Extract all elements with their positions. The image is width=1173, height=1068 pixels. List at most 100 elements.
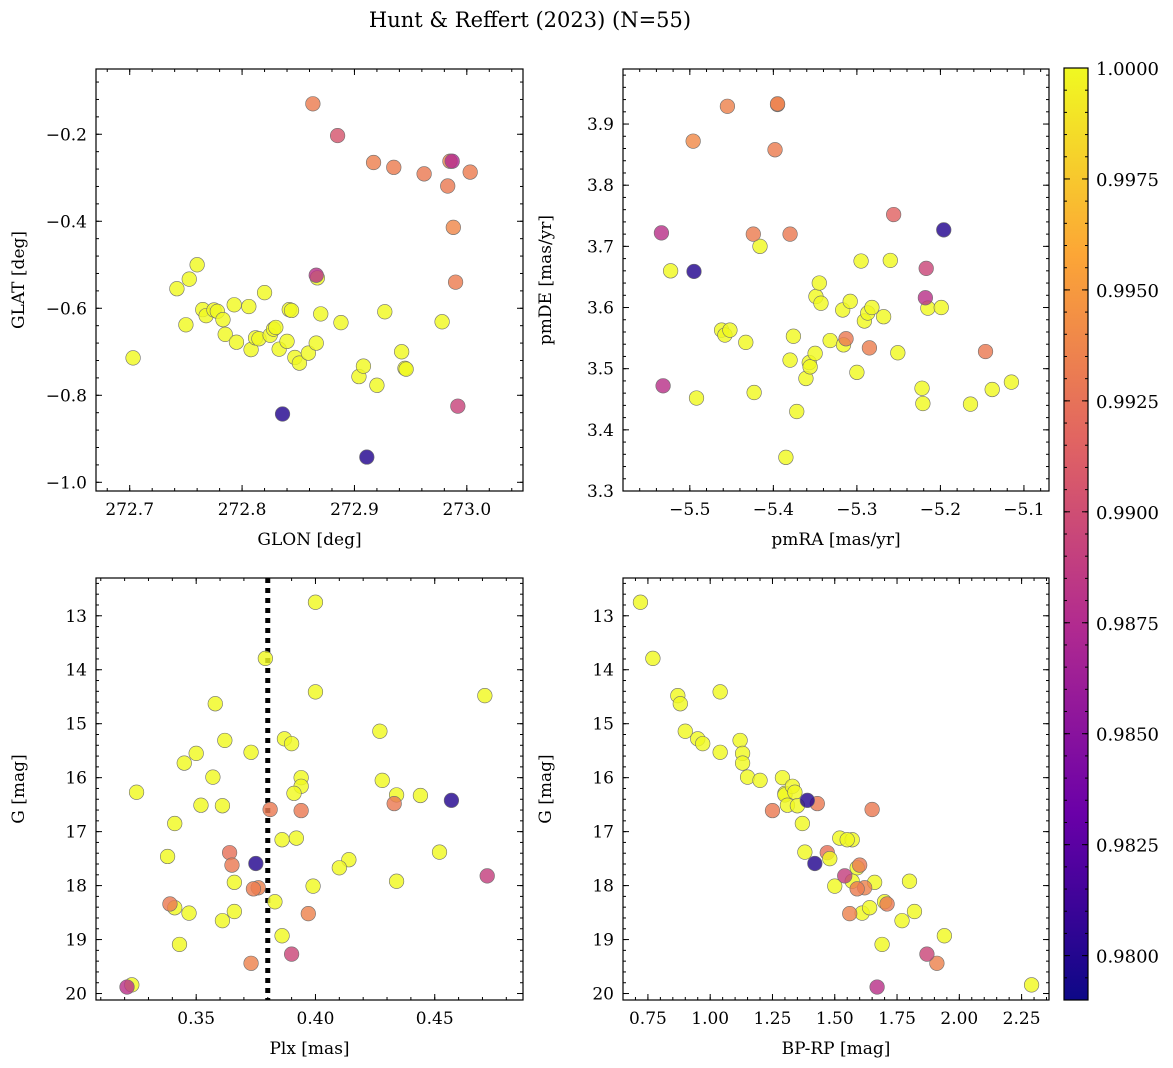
data-point bbox=[308, 335, 324, 351]
data-point bbox=[257, 650, 273, 667]
data-point bbox=[962, 396, 979, 412]
y-tick-label: 15 bbox=[65, 715, 87, 735]
data-point bbox=[372, 723, 388, 739]
data-point bbox=[752, 238, 768, 254]
data-point bbox=[377, 304, 393, 320]
data-point bbox=[355, 358, 372, 374]
y-tick-label: −0.6 bbox=[46, 299, 87, 319]
data-point bbox=[789, 403, 805, 420]
data-point bbox=[811, 275, 827, 291]
data-point bbox=[228, 334, 245, 350]
y-tick-label: 19 bbox=[65, 931, 87, 951]
data-point bbox=[685, 133, 701, 149]
data-point bbox=[293, 802, 309, 819]
panel-pmra-pmde: −5.5 −5.4 −5.3 −5.2 −5.1 3.3 3.4 3.5 3.6 3.7 3.8 3.… bbox=[536, 68, 1050, 550]
data-point bbox=[274, 928, 290, 944]
data-point bbox=[672, 696, 688, 712]
colorbar-tick-label: 0.9850 bbox=[1096, 725, 1159, 746]
data-point bbox=[882, 252, 898, 269]
x-tick-label: −5.4 bbox=[753, 500, 794, 520]
data-point bbox=[307, 594, 324, 610]
data-point bbox=[307, 684, 324, 700]
data-point bbox=[695, 736, 711, 752]
scatter-panels: 272.7 272.8 272.9 273.0 −1.0 −0.8 −0.6 −0.4 −0.2… bbox=[9, 68, 1050, 1059]
data-point bbox=[827, 878, 843, 894]
data-point bbox=[443, 792, 460, 808]
data-point bbox=[217, 732, 233, 749]
data-point bbox=[286, 785, 302, 801]
data-point bbox=[479, 868, 495, 884]
axes-frame bbox=[622, 68, 1050, 492]
data-point bbox=[738, 334, 754, 350]
data-point bbox=[914, 380, 930, 396]
data-point bbox=[416, 166, 432, 182]
data-point bbox=[799, 792, 815, 808]
data-point bbox=[849, 881, 865, 897]
x-tick-label: 272.7 bbox=[105, 500, 154, 520]
data-point bbox=[188, 745, 204, 761]
data-point bbox=[802, 359, 818, 375]
y-tick-label: 17 bbox=[65, 823, 87, 843]
data-point bbox=[764, 802, 781, 819]
data-point bbox=[274, 406, 291, 422]
data-point bbox=[300, 345, 316, 361]
data-point bbox=[864, 299, 880, 316]
data-point bbox=[712, 744, 728, 760]
data-point bbox=[300, 906, 316, 922]
x-tick-label: −5.2 bbox=[920, 500, 961, 520]
y-tick-label: 3.9 bbox=[587, 115, 614, 135]
data-point bbox=[205, 769, 221, 785]
data-point bbox=[359, 449, 375, 465]
data-point bbox=[279, 333, 295, 349]
data-point bbox=[785, 328, 802, 344]
data-point bbox=[284, 946, 300, 962]
x-tick-label: 0.40 bbox=[297, 1009, 335, 1029]
data-point bbox=[128, 784, 145, 800]
data-point bbox=[797, 844, 813, 860]
data-point bbox=[308, 267, 324, 283]
data-point bbox=[386, 159, 402, 175]
data-point bbox=[193, 797, 209, 813]
data-point bbox=[274, 832, 290, 848]
data-point bbox=[256, 285, 273, 301]
data-point bbox=[645, 650, 661, 667]
axes-frame bbox=[95, 68, 524, 492]
data-point bbox=[862, 900, 878, 916]
data-point bbox=[171, 936, 188, 953]
data-point bbox=[774, 770, 791, 786]
data-point bbox=[181, 905, 197, 921]
data-point bbox=[283, 302, 300, 319]
data-point bbox=[936, 928, 952, 944]
data-point bbox=[879, 896, 895, 912]
colorbar-tick-label: 0.9875 bbox=[1096, 614, 1159, 635]
data-point bbox=[864, 801, 880, 818]
data-point bbox=[248, 855, 264, 872]
y-tick-label: 14 bbox=[65, 661, 87, 681]
data-point bbox=[243, 744, 259, 760]
data-point bbox=[241, 298, 257, 315]
data-point bbox=[861, 340, 878, 356]
y-tick-label: 14 bbox=[592, 661, 614, 681]
y-tick-label: 13 bbox=[65, 607, 87, 627]
x-tick-label: 0.75 bbox=[629, 1009, 667, 1029]
y-tick-label: 18 bbox=[592, 877, 614, 897]
y-tick-label: 18 bbox=[65, 877, 87, 897]
data-point bbox=[226, 903, 242, 920]
data-point bbox=[386, 795, 402, 812]
data-point bbox=[919, 946, 935, 962]
data-point bbox=[745, 226, 761, 242]
y-axis-label: G [mag] bbox=[536, 754, 556, 823]
y-axis-label: pmDE [mas/yr] bbox=[536, 215, 556, 345]
colorbar-tick-label: 0.9900 bbox=[1096, 503, 1159, 524]
data-point bbox=[159, 848, 176, 865]
data-point bbox=[221, 845, 238, 861]
data-point bbox=[394, 344, 410, 360]
data-point bbox=[477, 688, 493, 704]
data-point bbox=[746, 384, 762, 401]
data-point bbox=[284, 736, 300, 752]
data-point bbox=[305, 878, 321, 894]
colorbar-tick-label: 0.9800 bbox=[1096, 947, 1159, 968]
data-point bbox=[807, 855, 823, 872]
data-point bbox=[329, 127, 346, 144]
x-axis-label: pmRA [mas/yr] bbox=[771, 530, 900, 550]
